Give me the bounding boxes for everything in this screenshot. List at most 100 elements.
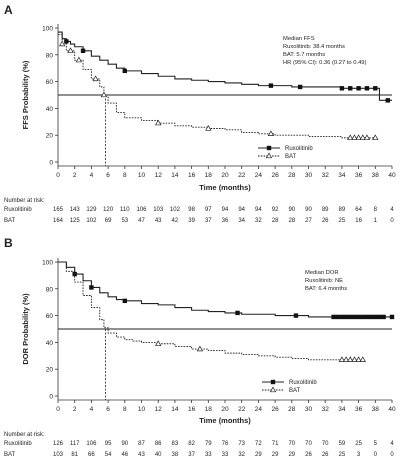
risk-value: 120 — [103, 207, 114, 213]
risk-value: 42 — [172, 218, 179, 224]
x-tick-label: 6 — [106, 172, 110, 179]
x-tick-label: 6 — [106, 406, 110, 413]
censor-marker — [347, 134, 354, 141]
risk-value: 28 — [288, 218, 295, 224]
risk-value: 102 — [86, 218, 97, 224]
risk-value: 32 — [255, 218, 262, 224]
risk-value: 70 — [305, 441, 312, 447]
risk-value: 26 — [305, 452, 312, 458]
y-tick-label: 80 — [46, 52, 54, 59]
censor-marker — [360, 314, 365, 320]
risk-value: 54 — [105, 452, 112, 458]
risk-value: 36 — [222, 218, 229, 224]
risk-value: 40 — [155, 452, 162, 458]
censor-marker — [389, 314, 395, 320]
risk-value: 94 — [222, 207, 229, 213]
risk-value: 82 — [188, 441, 195, 447]
risk-value: 125 — [70, 218, 81, 224]
censor-marker — [205, 124, 212, 131]
risk-table-title: Number at risk: — [4, 432, 45, 438]
y-tick-label: 40 — [46, 340, 54, 347]
risk-value: 16 — [355, 218, 362, 224]
legend-label: BAT — [285, 154, 297, 160]
series-line — [58, 261, 359, 361]
risk-value: 90 — [121, 441, 128, 447]
risk-value: 64 — [355, 207, 362, 213]
censor-marker — [372, 134, 379, 141]
x-tick-label: 16 — [188, 406, 196, 413]
risk-value: 29 — [272, 452, 279, 458]
x-tick-label: 18 — [205, 172, 213, 179]
x-axis-label: Time (months) — [199, 416, 251, 425]
risk-value: 0 — [374, 452, 378, 458]
x-tick-label: 14 — [171, 172, 179, 179]
risk-value: 129 — [86, 207, 97, 213]
legend-label: BAT — [289, 388, 301, 394]
risk-value: 73 — [238, 441, 245, 447]
x-tick-label: 20 — [221, 172, 229, 179]
risk-value: 29 — [288, 452, 295, 458]
legend-label: Ruxolitinib — [289, 380, 317, 386]
risk-value: 90 — [288, 207, 295, 213]
risk-value: 43 — [155, 218, 162, 224]
x-tick-label: 10 — [138, 406, 146, 413]
censor-marker — [343, 314, 349, 320]
risk-value: 90 — [305, 207, 312, 213]
x-tick-label: 24 — [255, 406, 263, 413]
censor-marker — [347, 356, 354, 362]
y-tick-label: 100 — [42, 26, 53, 33]
annotation-line: BAT: 6.4 months — [305, 286, 347, 292]
annotation-line: Ruxolitinib: NE — [305, 278, 343, 284]
legend-label: Ruxolitinib — [285, 146, 313, 152]
censor-marker — [155, 119, 162, 126]
risk-value: 8 — [374, 207, 378, 213]
censor-marker — [352, 314, 357, 320]
x-tick-label: 30 — [305, 172, 313, 179]
y-tick-label: 60 — [46, 313, 54, 320]
x-tick-label: 28 — [288, 406, 296, 413]
annotation-line: BAT: 5.7 months — [283, 52, 325, 58]
risk-value: 92 — [272, 207, 279, 213]
censor-marker — [359, 356, 366, 362]
x-tick-label: 38 — [372, 406, 380, 413]
censor-marker — [368, 314, 374, 320]
x-axis-label: Time (months) — [199, 183, 251, 192]
x-tick-label: 18 — [205, 406, 213, 413]
risk-value: 71 — [272, 441, 279, 447]
series-line — [58, 31, 392, 101]
risk-row-label: BAT — [4, 218, 16, 224]
risk-value: 103 — [153, 207, 164, 213]
legend-swatch-marker — [269, 386, 277, 393]
risk-value: 33 — [222, 452, 229, 458]
censor-marker — [67, 47, 74, 53]
risk-value: 53 — [121, 218, 128, 224]
risk-value: 66 — [88, 452, 95, 458]
risk-row-label: Ruxolitinib — [4, 441, 32, 447]
risk-value: 94 — [255, 207, 262, 213]
risk-value: 103 — [53, 452, 64, 458]
risk-value: 95 — [105, 441, 112, 447]
x-tick-label: 32 — [322, 406, 330, 413]
panel-label: B — [4, 236, 13, 250]
censor-marker — [377, 314, 382, 320]
x-tick-label: 20 — [221, 406, 229, 413]
censor-marker — [155, 340, 162, 346]
risk-value: 165 — [53, 207, 64, 213]
censor-marker — [385, 98, 391, 103]
risk-value: 81 — [71, 452, 78, 458]
risk-value: 1 — [374, 218, 378, 224]
series-line — [58, 34, 376, 139]
risk-table: Number at risk: Ruxolitinib 126 117 106 95 90 8… — [4, 432, 394, 458]
x-tick-label: 26 — [271, 406, 279, 413]
x-tick-label: 2 — [73, 406, 77, 413]
censor-marker — [373, 86, 378, 91]
censor-marker — [339, 314, 345, 320]
x-tick-label: 22 — [238, 406, 246, 413]
risk-value: 76 — [222, 441, 229, 447]
censor-marker — [64, 39, 69, 44]
censor-marker — [235, 310, 240, 316]
risk-value: 94 — [238, 207, 245, 213]
risk-value: 38 — [172, 452, 179, 458]
censor-marker — [351, 134, 358, 141]
